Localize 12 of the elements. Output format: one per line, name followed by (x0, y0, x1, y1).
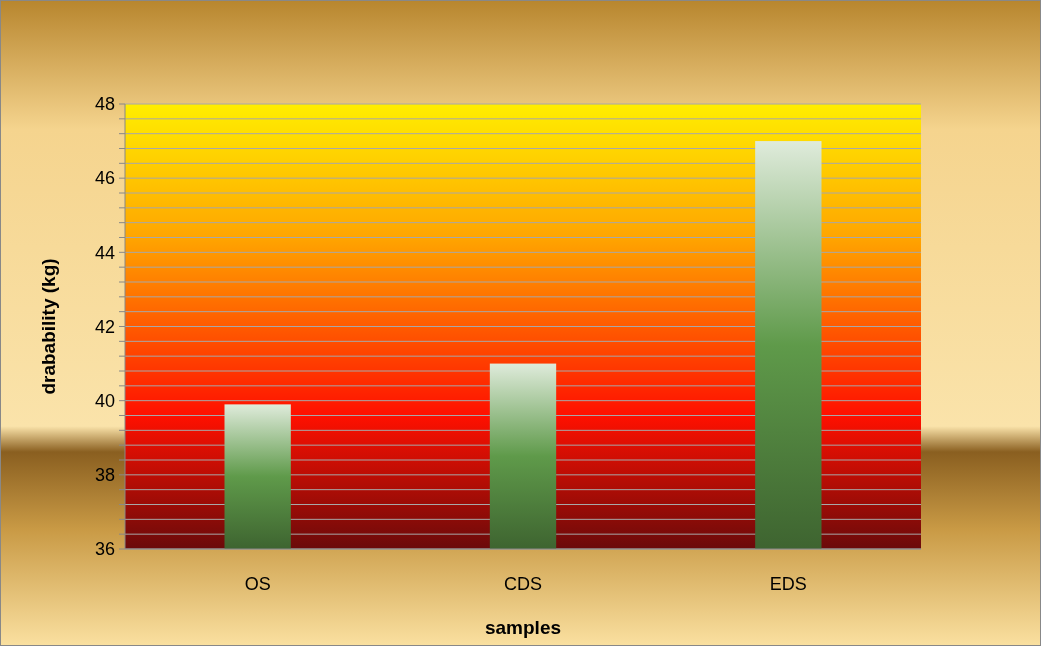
x-tick-label: EDS (769, 574, 807, 594)
x-tick-label: OS (244, 574, 271, 594)
y-tick-label: 48 (94, 94, 115, 115)
y-tick-label: 42 (94, 316, 115, 337)
y-tick-label: 36 (94, 539, 115, 560)
x-axis-title: samples (484, 617, 562, 638)
y-tick-label: 44 (94, 242, 115, 263)
x-tick-label: CDS (503, 574, 543, 594)
y-axis-title: drabability (kg) (38, 258, 59, 395)
y-tick-label: 38 (94, 465, 115, 486)
y-tick-label: 40 (94, 390, 115, 411)
y-tick-label: 46 (94, 168, 115, 189)
